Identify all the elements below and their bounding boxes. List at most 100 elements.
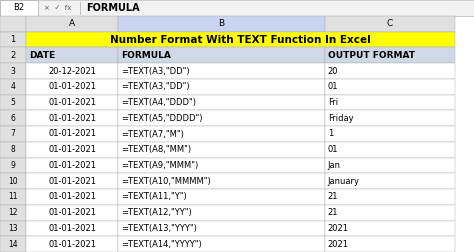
Bar xyxy=(118,63,325,79)
Text: DATE: DATE xyxy=(29,51,55,60)
Bar xyxy=(26,142,118,158)
Bar xyxy=(0,79,26,95)
Bar xyxy=(325,189,455,205)
Text: =TEXT(A7,"M"): =TEXT(A7,"M") xyxy=(121,130,184,139)
Bar xyxy=(325,47,455,63)
Bar xyxy=(325,16,455,32)
Bar xyxy=(118,205,325,220)
Text: 9: 9 xyxy=(10,161,16,170)
Text: 01-01-2021: 01-01-2021 xyxy=(48,208,96,217)
Text: 01-01-2021: 01-01-2021 xyxy=(48,224,96,233)
Bar xyxy=(325,63,455,79)
Bar xyxy=(26,205,118,220)
Text: January: January xyxy=(328,177,360,186)
Text: =TEXT(A3,"DD"): =TEXT(A3,"DD") xyxy=(121,67,190,76)
Text: 01-01-2021: 01-01-2021 xyxy=(48,145,96,154)
Text: A: A xyxy=(69,19,75,28)
Bar xyxy=(0,220,26,236)
Bar xyxy=(325,110,455,126)
Bar xyxy=(26,32,455,47)
Text: 01-01-2021: 01-01-2021 xyxy=(48,177,96,186)
Bar xyxy=(118,47,325,63)
Bar xyxy=(26,63,118,79)
Bar xyxy=(325,173,455,189)
Bar xyxy=(0,236,26,252)
Text: 20-12-2021: 20-12-2021 xyxy=(48,67,96,76)
Bar xyxy=(26,110,118,126)
Text: 12: 12 xyxy=(8,208,18,217)
Text: 2021: 2021 xyxy=(328,224,349,233)
Bar xyxy=(118,142,325,158)
Bar xyxy=(0,173,26,189)
Text: =TEXT(A10,"MMMM"): =TEXT(A10,"MMMM") xyxy=(121,177,211,186)
Text: 8: 8 xyxy=(10,145,16,154)
Bar xyxy=(26,173,118,189)
Bar xyxy=(118,126,325,142)
Text: 01-01-2021: 01-01-2021 xyxy=(48,114,96,123)
Bar xyxy=(118,158,325,173)
Bar xyxy=(26,16,118,32)
Bar xyxy=(26,220,118,236)
Text: =TEXT(A13,"YYY"): =TEXT(A13,"YYY") xyxy=(121,224,197,233)
Text: ×  ✓  fx: × ✓ fx xyxy=(44,5,72,11)
Bar xyxy=(0,95,26,110)
Text: 21: 21 xyxy=(328,193,338,201)
Bar xyxy=(26,79,118,95)
Text: 1: 1 xyxy=(10,35,16,44)
Bar xyxy=(325,79,455,95)
Text: 20: 20 xyxy=(328,67,338,76)
Bar xyxy=(26,236,118,252)
Text: 6: 6 xyxy=(10,114,16,123)
Bar xyxy=(118,236,325,252)
Text: Number Format With TEXT Function In Excel: Number Format With TEXT Function In Exce… xyxy=(110,35,371,45)
Text: =TEXT(A5,"DDDD"): =TEXT(A5,"DDDD") xyxy=(121,114,203,123)
Text: 2021: 2021 xyxy=(328,240,349,249)
Bar xyxy=(118,110,325,126)
Text: C: C xyxy=(387,19,393,28)
Bar xyxy=(0,0,38,16)
Bar xyxy=(325,205,455,220)
Bar xyxy=(0,16,26,32)
Text: =TEXT(A3,"DD"): =TEXT(A3,"DD") xyxy=(121,82,190,91)
Text: 2: 2 xyxy=(10,51,16,60)
Text: Friday: Friday xyxy=(328,114,353,123)
Bar xyxy=(0,205,26,220)
Bar xyxy=(26,47,118,63)
Text: =TEXT(A4,"DDD"): =TEXT(A4,"DDD") xyxy=(121,98,197,107)
Text: B: B xyxy=(219,19,225,28)
Bar xyxy=(0,32,26,47)
Text: 1: 1 xyxy=(328,130,333,139)
Bar xyxy=(0,189,26,205)
Bar xyxy=(325,126,455,142)
Bar xyxy=(0,142,26,158)
Bar xyxy=(26,189,118,205)
Bar xyxy=(118,16,325,32)
Text: 01-01-2021: 01-01-2021 xyxy=(48,82,96,91)
Text: =TEXT(A9,"MMM"): =TEXT(A9,"MMM") xyxy=(121,161,199,170)
Bar xyxy=(26,158,118,173)
Text: =TEXT(A14,"YYYY"): =TEXT(A14,"YYYY") xyxy=(121,240,202,249)
Text: 01-01-2021: 01-01-2021 xyxy=(48,130,96,139)
Text: 10: 10 xyxy=(8,177,18,186)
Bar xyxy=(0,0,474,16)
Bar xyxy=(325,142,455,158)
Text: 5: 5 xyxy=(10,98,16,107)
Text: OUTPUT FORMAT: OUTPUT FORMAT xyxy=(328,51,415,60)
Text: =TEXT(A8,"MM"): =TEXT(A8,"MM") xyxy=(121,145,191,154)
Bar xyxy=(118,173,325,189)
Text: 11: 11 xyxy=(8,193,18,201)
Text: FORMULA: FORMULA xyxy=(121,51,172,60)
Text: Jan: Jan xyxy=(328,161,341,170)
Text: Fri: Fri xyxy=(328,98,338,107)
Bar xyxy=(0,158,26,173)
Text: 01-01-2021: 01-01-2021 xyxy=(48,161,96,170)
Text: 01: 01 xyxy=(328,145,338,154)
Text: 14: 14 xyxy=(8,240,18,249)
Bar xyxy=(325,220,455,236)
Text: =TEXT(A12,"YY"): =TEXT(A12,"YY") xyxy=(121,208,192,217)
Text: 7: 7 xyxy=(10,130,16,139)
Bar xyxy=(118,79,325,95)
Bar xyxy=(325,158,455,173)
Bar xyxy=(325,236,455,252)
Bar xyxy=(26,126,118,142)
